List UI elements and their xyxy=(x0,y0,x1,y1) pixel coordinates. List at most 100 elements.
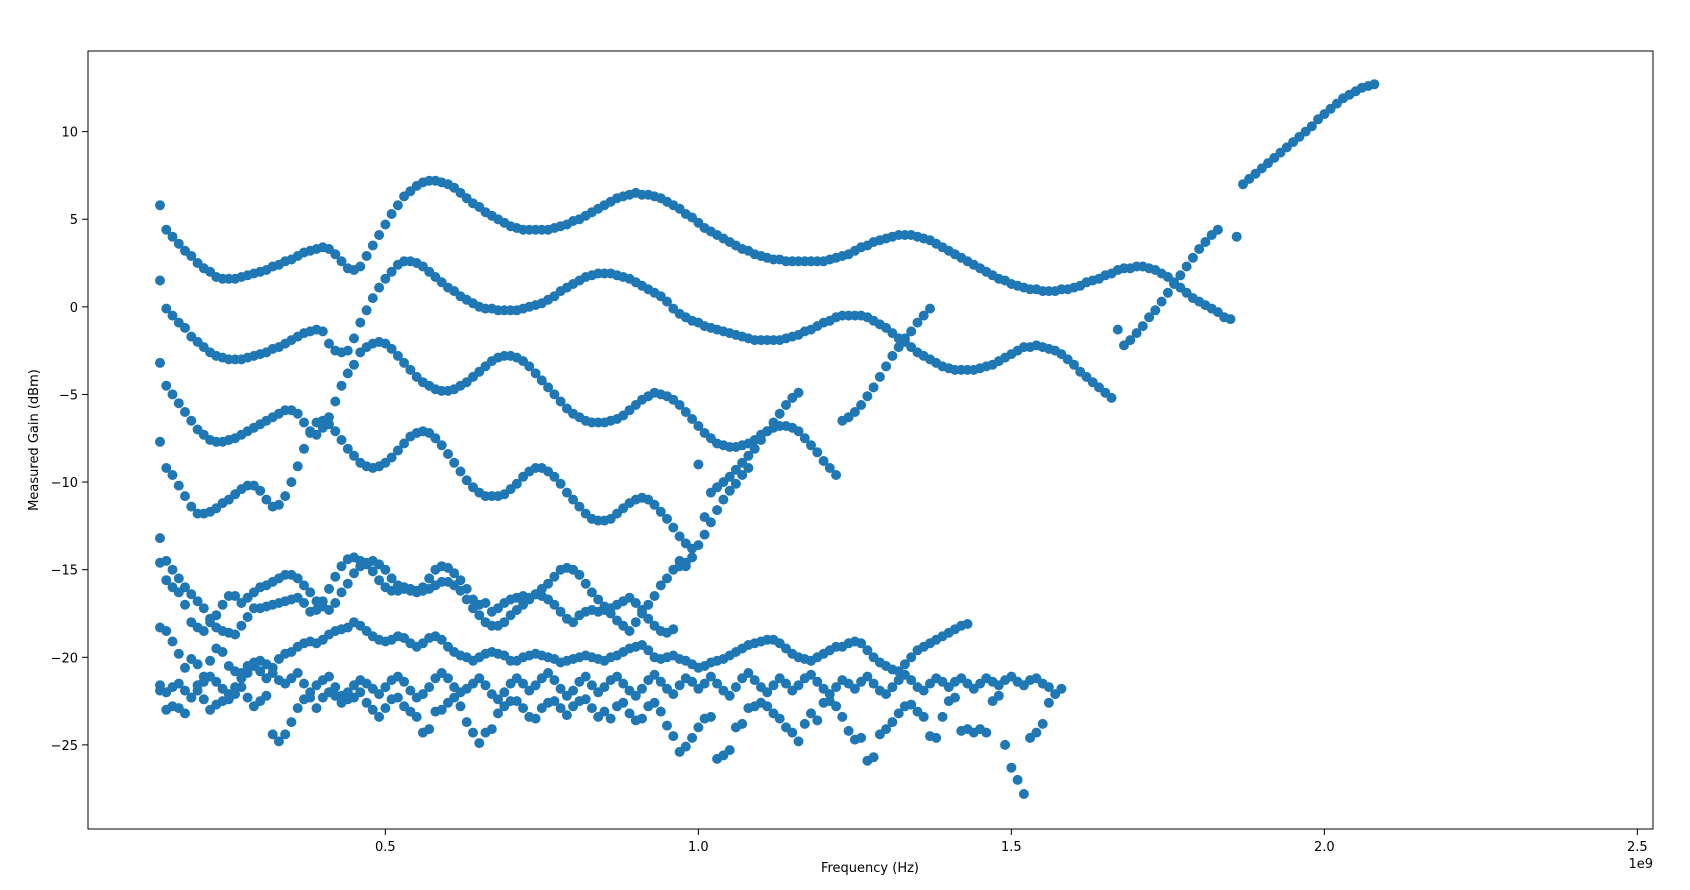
data-point xyxy=(336,256,347,267)
data-point xyxy=(605,608,616,619)
data-point xyxy=(455,701,466,712)
data-point xyxy=(705,671,716,682)
data-point xyxy=(374,711,385,722)
data-point xyxy=(768,680,779,691)
data-point xyxy=(555,703,566,714)
data-point xyxy=(242,668,253,678)
y-tick-label: −15 xyxy=(51,564,78,579)
data-point xyxy=(217,647,228,657)
data-point xyxy=(299,580,309,591)
data-point xyxy=(386,209,397,219)
data-point xyxy=(499,687,510,698)
data-point xyxy=(1137,321,1148,332)
data-point xyxy=(1131,328,1142,339)
data-point xyxy=(799,433,810,444)
data-point xyxy=(1369,79,1380,90)
data-point xyxy=(543,382,554,393)
data-point xyxy=(906,326,917,337)
data-point xyxy=(737,718,748,729)
data-point xyxy=(367,566,378,577)
data-point xyxy=(580,694,591,705)
data-point xyxy=(543,578,554,589)
data-point xyxy=(355,687,366,698)
data-point xyxy=(198,694,209,705)
data-point xyxy=(173,648,184,659)
data-point xyxy=(568,617,579,628)
data-point xyxy=(568,494,579,505)
data-point xyxy=(198,603,209,614)
data-point xyxy=(799,718,810,729)
data-point xyxy=(586,587,597,598)
data-point xyxy=(392,200,403,211)
data-point xyxy=(693,459,704,470)
data-point xyxy=(524,361,535,372)
data-point xyxy=(167,636,178,647)
data-point xyxy=(336,587,347,598)
data-point xyxy=(887,682,898,693)
data-point xyxy=(662,573,672,584)
data-point xyxy=(599,706,610,717)
data-point xyxy=(230,689,241,700)
data-point xyxy=(299,417,309,428)
data-point xyxy=(474,738,485,749)
data-point xyxy=(180,708,190,719)
data-point xyxy=(468,727,478,738)
data-point xyxy=(1018,789,1029,799)
data-point xyxy=(330,426,341,437)
data-point xyxy=(173,587,184,598)
data-point xyxy=(292,573,303,584)
data-point xyxy=(950,692,960,703)
data-point xyxy=(349,359,359,370)
data-point xyxy=(324,605,334,615)
data-point xyxy=(649,591,660,601)
data-point xyxy=(461,594,472,605)
data-point xyxy=(662,296,672,307)
x-axis: 0.5 1.0 1.5 2.0 2.5 xyxy=(375,829,1648,855)
data-point xyxy=(211,610,222,621)
data-point xyxy=(449,692,460,703)
data-point xyxy=(380,682,391,693)
data-point xyxy=(1125,335,1136,346)
data-point xyxy=(668,731,679,742)
data-point xyxy=(899,659,910,670)
data-point xyxy=(386,343,397,354)
data-point xyxy=(317,326,328,337)
data-point xyxy=(881,361,892,372)
data-point xyxy=(549,471,560,482)
data-point xyxy=(793,426,804,437)
data-point xyxy=(336,561,347,572)
data-point xyxy=(1212,224,1223,235)
data-point xyxy=(286,477,297,488)
data-point xyxy=(180,685,190,696)
data-point xyxy=(161,575,172,586)
data-point xyxy=(205,655,216,666)
data-point xyxy=(493,694,503,705)
data-point xyxy=(155,200,165,211)
y-tick-label: −10 xyxy=(51,476,78,491)
data-point xyxy=(849,683,860,694)
data-point xyxy=(674,531,685,542)
data-point xyxy=(186,589,197,600)
data-point xyxy=(831,701,842,712)
data-point xyxy=(180,662,190,673)
data-point xyxy=(925,303,935,314)
x-tick-label: 1.5 xyxy=(1001,840,1022,855)
data-point xyxy=(749,675,760,686)
data-point xyxy=(662,720,672,731)
data-point xyxy=(831,470,842,480)
data-point xyxy=(1181,261,1192,272)
data-point xyxy=(242,692,253,703)
data-point xyxy=(705,711,716,722)
data-point xyxy=(161,303,172,314)
data-point xyxy=(355,317,366,328)
data-point xyxy=(386,573,397,584)
data-point xyxy=(180,599,190,610)
data-point xyxy=(1162,287,1173,298)
data-point xyxy=(918,711,929,722)
data-point xyxy=(1037,718,1048,729)
data-point xyxy=(280,491,291,502)
data-point xyxy=(618,697,629,708)
data-point xyxy=(380,219,391,230)
data-point xyxy=(962,619,973,629)
data-point xyxy=(255,485,266,496)
